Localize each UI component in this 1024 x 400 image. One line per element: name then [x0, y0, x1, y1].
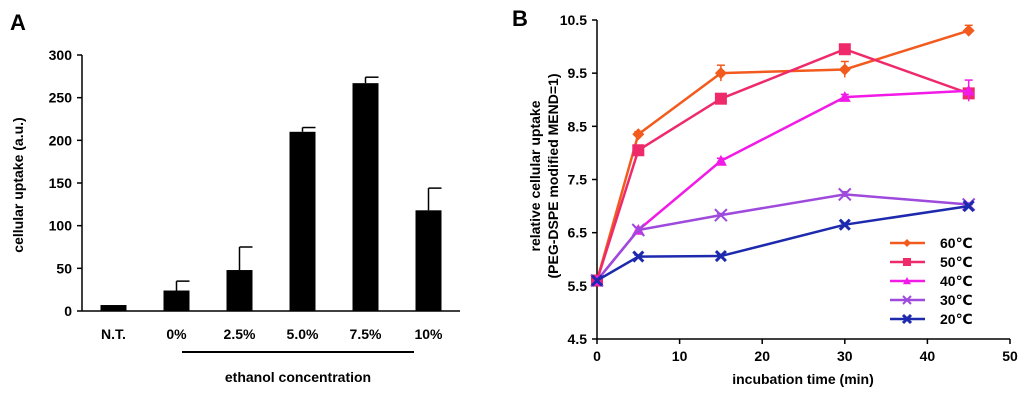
x-marker-stroke — [901, 313, 913, 325]
x-tick-label: 20 — [754, 348, 770, 364]
panel-b-y-axis-label-2: (PEG-DSPE modified MEND=1) — [545, 74, 561, 279]
bar — [415, 210, 442, 311]
x-tick-label: 40 — [920, 348, 936, 364]
y-tick-label: 250 — [49, 90, 73, 106]
y-tick-label: 8.5 — [568, 118, 588, 134]
panel-b-y-axis-label: relative cellular uptake — [527, 100, 543, 251]
panel-b-line-chart: B relative cellular uptake (PEG-DSPE mod… — [512, 6, 1018, 387]
x-marker-stroke — [962, 200, 975, 213]
x-tick-label: 10 — [672, 348, 688, 364]
x-marker-stroke — [590, 274, 604, 287]
square-marker — [838, 43, 851, 56]
x-tick-label: 7.5% — [350, 326, 382, 342]
x-marker-stroke — [714, 249, 727, 263]
panel-b-label: B — [512, 6, 528, 31]
x-marker-stroke — [838, 218, 851, 231]
x-marker-stroke — [838, 187, 852, 202]
bar — [226, 270, 253, 311]
x-tick-label: 2.5% — [224, 326, 256, 342]
legend-label: 20℃ — [940, 311, 973, 327]
y-tick-label: 9.5 — [568, 65, 588, 81]
y-tick-label: 5.5 — [568, 278, 588, 294]
y-tick-label: 10.5 — [560, 12, 587, 28]
triangle-marker — [838, 91, 851, 102]
x-tick-label: 10% — [414, 326, 443, 342]
y-tick-label: 150 — [49, 175, 73, 191]
x-tick-label: 0 — [593, 348, 601, 364]
triangle-marker — [903, 277, 911, 285]
diamond-marker — [962, 24, 975, 37]
y-tick-label: 0 — [64, 303, 72, 319]
x-marker-stroke — [902, 295, 912, 305]
bar — [289, 131, 316, 311]
panel-a-y-axis-label: cellular uptake (a.u.) — [10, 117, 26, 252]
x-marker-stroke — [714, 208, 728, 222]
panel-a-label: A — [10, 10, 26, 35]
y-tick-label: 7.5 — [568, 172, 588, 188]
square-marker — [903, 258, 911, 266]
x-tick-label: N.T. — [101, 326, 126, 342]
panel-a-x-axis-label: ethanol concentration — [225, 369, 371, 385]
legend-label: 30℃ — [940, 292, 973, 308]
legend-label: 50℃ — [940, 254, 973, 270]
series-0 — [591, 24, 975, 287]
legend-box — [883, 228, 1005, 328]
legend-label: 40℃ — [940, 273, 973, 289]
y-tick-label: 6.5 — [568, 225, 588, 241]
x-tick-label: 0% — [166, 326, 187, 342]
panel-a-bar-chart: A cellular uptake (a.u.) ethanol concent… — [10, 10, 460, 385]
triangle-marker — [962, 84, 975, 96]
panel-b-x-axis-label: incubation time (min) — [732, 371, 874, 387]
bar — [100, 305, 127, 311]
triangle-marker — [714, 154, 727, 166]
x-tick-label: 50 — [1002, 348, 1018, 364]
legend: 60℃ 50℃ 40℃ 30℃ 20℃ — [883, 228, 1005, 328]
y-tick-label: 50 — [56, 260, 72, 276]
diamond-marker — [714, 67, 727, 80]
series-4 — [590, 200, 975, 287]
square-marker — [632, 144, 645, 157]
y-tick-label: 200 — [49, 132, 73, 148]
bar — [352, 83, 379, 311]
x-tick-label: 30 — [837, 348, 853, 364]
bar — [163, 290, 190, 311]
y-tick-label: 300 — [49, 47, 73, 63]
square-marker — [714, 92, 727, 105]
x-marker-stroke — [631, 223, 646, 237]
x-marker-stroke — [632, 250, 645, 263]
y-tick-label: 100 — [49, 218, 73, 234]
diamond-marker — [632, 128, 645, 141]
x-tick-label: 5.0% — [287, 326, 319, 342]
diamond-marker — [903, 239, 911, 247]
y-tick-label: 4.5 — [568, 331, 588, 347]
diamond-marker — [838, 63, 851, 76]
legend-label: 60℃ — [940, 235, 973, 251]
